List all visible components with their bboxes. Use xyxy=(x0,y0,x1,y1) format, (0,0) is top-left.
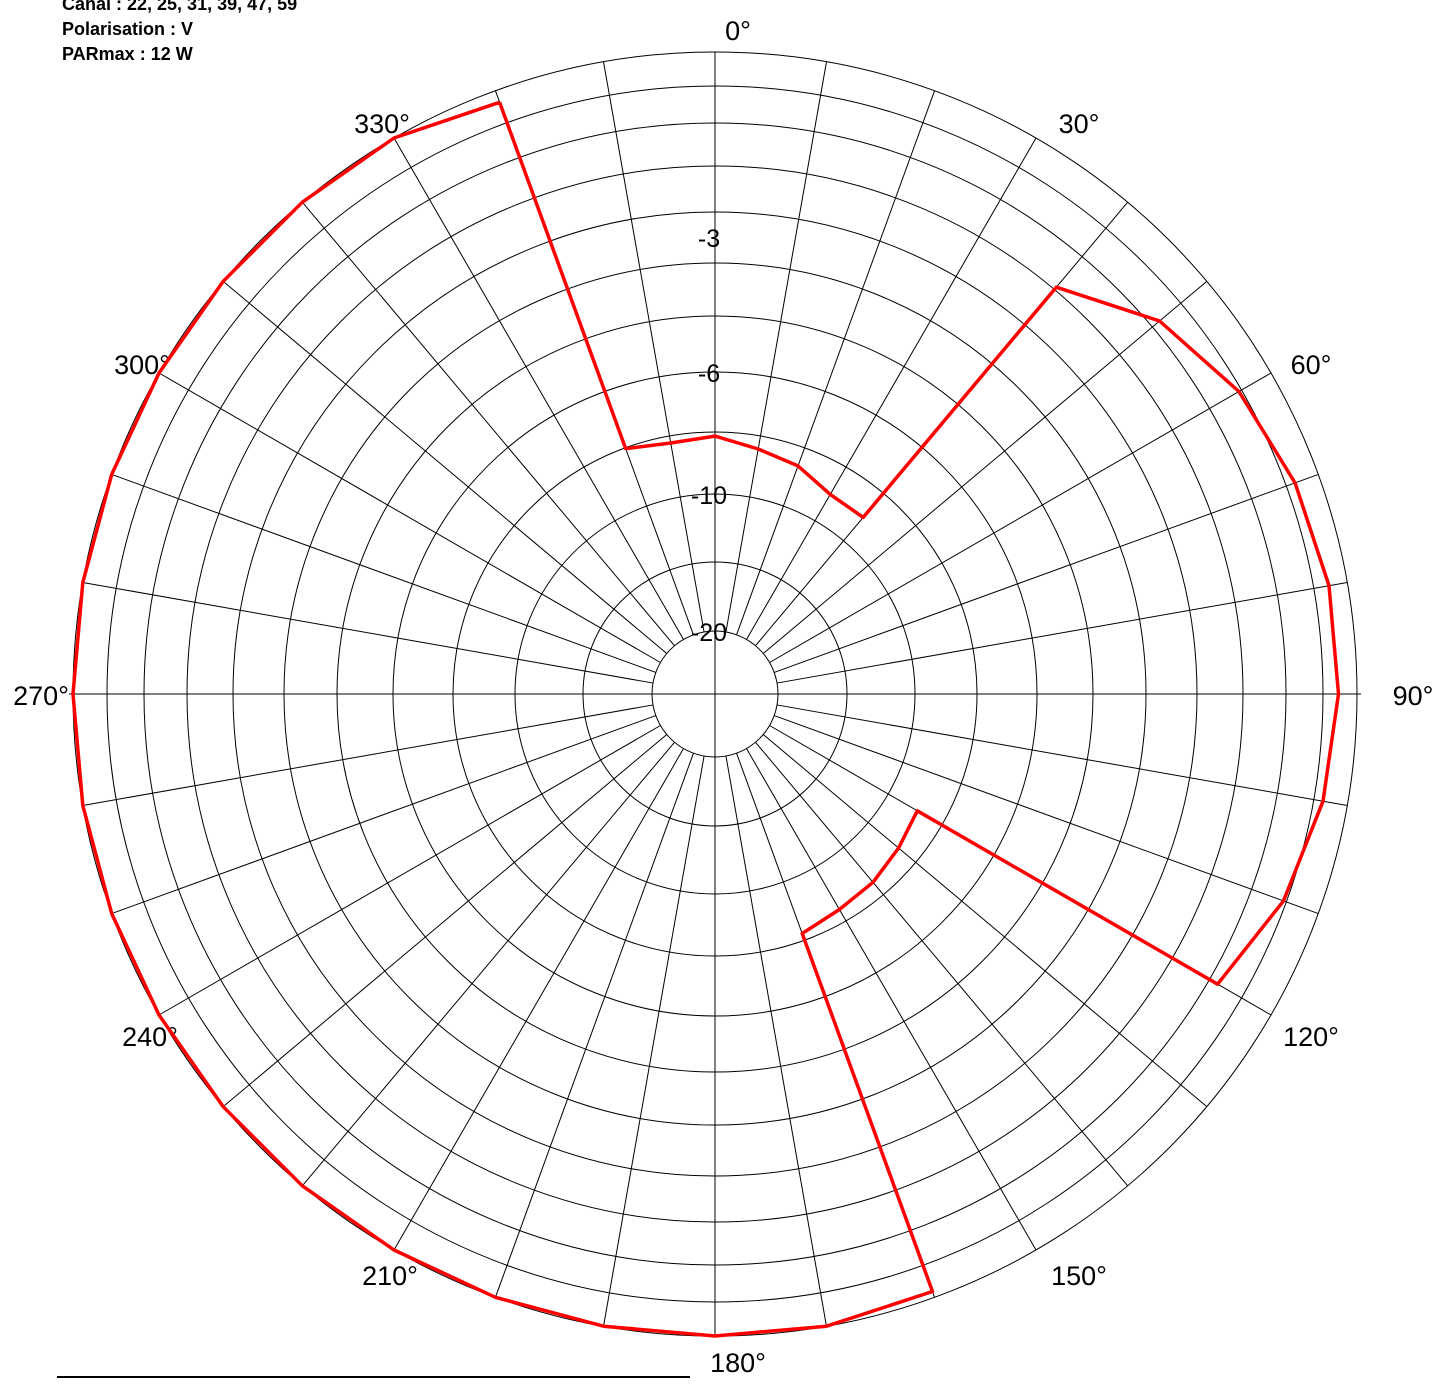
radial-labels: -3 -6 -10 -20 xyxy=(691,225,727,647)
grid-spoke xyxy=(746,748,1037,1251)
angle-labels: 0°30°60°90°120°150°180°210°240°270°300°3… xyxy=(13,16,1433,1378)
grid-spoke xyxy=(301,741,675,1187)
polarisation-text: Polarisation : V xyxy=(62,19,194,39)
grid-spoke xyxy=(774,473,1319,673)
grid-spoke xyxy=(301,201,675,647)
angle-label: 240° xyxy=(122,1022,178,1052)
angle-label: 270° xyxy=(13,681,69,711)
grid-spoke xyxy=(222,280,668,654)
angle-label: 60° xyxy=(1291,350,1332,380)
channel-text: Canal : 22, 25, 31, 39, 47, 59 xyxy=(62,0,298,14)
radial-label: -20 xyxy=(691,619,727,647)
angle-label: 120° xyxy=(1283,1022,1339,1052)
angle-label: 90° xyxy=(1393,681,1434,711)
grid-spoke xyxy=(158,372,661,663)
grid-spoke xyxy=(725,755,827,1327)
parmax-text: PARmax : 12 W xyxy=(62,44,193,64)
grid-spoke xyxy=(158,725,661,1016)
angle-label: 210° xyxy=(362,1261,418,1291)
grid-spoke xyxy=(725,61,827,633)
chart-header: Canal : 22, 25, 31, 39, 47, 59 Polarisat… xyxy=(62,0,482,67)
angle-label: 30° xyxy=(1059,109,1100,139)
pattern-line xyxy=(71,100,1341,1338)
grid-spoke xyxy=(111,715,656,915)
grid-spoke xyxy=(393,137,684,640)
grid-spoke xyxy=(222,734,668,1108)
pattern-series xyxy=(71,100,1341,1338)
radial-label: -6 xyxy=(698,360,720,388)
grid-spoke xyxy=(769,372,1272,663)
angle-label: 150° xyxy=(1051,1261,1107,1291)
grid-spoke xyxy=(82,704,654,806)
grid-spoke xyxy=(736,90,936,635)
grid-spoke xyxy=(111,473,656,673)
angle-label: 180° xyxy=(710,1348,766,1378)
grid-spoke xyxy=(755,741,1129,1187)
radial-label: -3 xyxy=(698,225,720,253)
radial-label: -10 xyxy=(691,482,727,510)
grid-spoke xyxy=(762,734,1208,1108)
grid-spoke xyxy=(774,715,1319,915)
grid-spoke xyxy=(762,280,1208,654)
bottom-rule xyxy=(57,1376,690,1378)
grid-spoke xyxy=(603,61,705,633)
angle-label: 0° xyxy=(725,16,751,46)
grid-spoke xyxy=(494,753,694,1298)
grid-spoke xyxy=(393,748,684,1251)
grid-spoke xyxy=(746,137,1037,640)
grid-spoke xyxy=(776,582,1348,684)
angle-label: 300° xyxy=(114,350,170,380)
grid-spoke xyxy=(776,704,1348,806)
grid-spoke xyxy=(82,582,654,684)
grid-spoke xyxy=(603,755,705,1327)
